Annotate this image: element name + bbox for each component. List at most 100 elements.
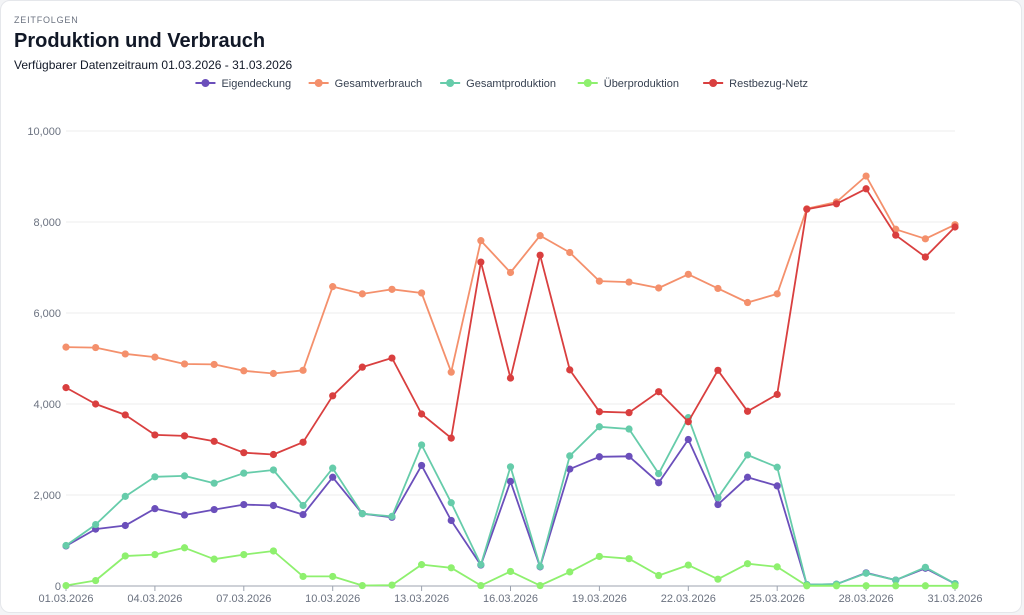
data-point-gesamtverbrauch[interactable] [655,284,663,292]
data-point-überproduktion[interactable] [240,551,248,559]
data-point-überproduktion[interactable] [299,572,307,581]
data-point-restbezug-netz[interactable] [832,200,841,208]
data-point-gesamtproduktion[interactable] [862,569,870,577]
data-point-eigendeckung[interactable] [210,505,218,514]
data-point-eigendeckung[interactable] [655,479,663,487]
data-point-gesamtverbrauch[interactable] [477,237,485,245]
data-point-restbezug-netz[interactable] [299,438,307,446]
data-point-überproduktion[interactable] [773,563,781,571]
data-point-gesamtverbrauch[interactable] [566,248,574,257]
series-line-eigendeckung[interactable] [65,438,956,586]
data-point-gesamtverbrauch[interactable] [595,277,604,285]
data-point-restbezug-netz[interactable] [151,431,159,439]
data-point-restbezug-netz[interactable] [714,366,722,374]
data-point-gesamtproduktion[interactable] [566,452,574,460]
data-point-restbezug-netz[interactable] [240,449,248,457]
data-point-restbezug-netz[interactable] [536,251,544,259]
data-point-gesamtproduktion[interactable] [447,499,455,507]
data-point-eigendeckung[interactable] [714,500,722,509]
data-point-gesamtproduktion[interactable] [506,463,515,471]
data-point-restbezug-netz[interactable] [862,185,870,193]
data-point-eigendeckung[interactable] [269,501,278,510]
data-point-restbezug-netz[interactable] [743,407,752,415]
data-point-überproduktion[interactable] [121,552,129,560]
data-point-restbezug-netz[interactable] [625,409,633,417]
data-point-restbezug-netz[interactable] [62,384,70,392]
data-point-überproduktion[interactable] [832,582,841,590]
data-point-restbezug-netz[interactable] [447,434,455,442]
data-point-gesamtproduktion[interactable] [329,464,337,472]
data-point-überproduktion[interactable] [210,555,218,563]
data-point-eigendeckung[interactable] [240,500,248,509]
legend-item[interactable]: Überproduktion [577,78,679,90]
data-point-gesamtproduktion[interactable] [921,563,929,571]
data-point-restbezug-netz[interactable] [210,437,218,445]
data-point-gesamtproduktion[interactable] [536,562,544,571]
data-point-restbezug-netz[interactable] [892,231,900,239]
data-point-gesamtproduktion[interactable] [180,472,189,480]
data-point-gesamtverbrauch[interactable] [269,369,278,378]
data-point-eigendeckung[interactable] [121,521,129,530]
data-point-restbezug-netz[interactable] [684,418,692,426]
data-point-restbezug-netz[interactable] [921,253,929,261]
data-point-gesamtverbrauch[interactable] [62,343,70,351]
data-point-gesamtproduktion[interactable] [121,492,129,500]
data-point-gesamtproduktion[interactable] [418,441,426,449]
data-point-restbezug-netz[interactable] [595,408,604,416]
data-point-gesamtverbrauch[interactable] [210,360,218,369]
data-point-restbezug-netz[interactable] [418,410,426,418]
data-point-überproduktion[interactable] [921,582,929,590]
data-point-überproduktion[interactable] [803,582,811,590]
data-point-überproduktion[interactable] [536,581,544,590]
data-point-restbezug-netz[interactable] [773,390,781,399]
data-point-überproduktion[interactable] [269,547,278,555]
legend-item[interactable]: Eigendeckung [195,78,291,90]
data-point-gesamtverbrauch[interactable] [862,172,870,180]
legend-item[interactable]: Gesamtproduktion [440,78,556,90]
data-point-gesamtverbrauch[interactable] [773,290,781,298]
data-point-restbezug-netz[interactable] [566,366,574,374]
data-point-überproduktion[interactable] [655,571,663,580]
legend-item[interactable]: Gesamtverbrauch [308,78,422,90]
data-point-eigendeckung[interactable] [743,473,752,481]
data-point-restbezug-netz[interactable] [180,432,189,440]
data-point-eigendeckung[interactable] [418,461,426,470]
data-point-gesamtproduktion[interactable] [714,494,722,502]
data-point-eigendeckung[interactable] [506,477,515,485]
data-point-gesamtproduktion[interactable] [299,501,307,510]
data-point-restbezug-netz[interactable] [506,374,515,382]
data-point-überproduktion[interactable] [477,581,485,590]
data-point-gesamtproduktion[interactable] [595,423,604,431]
data-point-restbezug-netz[interactable] [951,223,959,231]
data-point-restbezug-netz[interactable] [655,388,663,396]
data-point-überproduktion[interactable] [329,572,337,581]
data-point-restbezug-netz[interactable] [388,354,396,362]
data-point-überproduktion[interactable] [62,581,70,590]
data-point-überproduktion[interactable] [388,581,396,589]
data-point-eigendeckung[interactable] [151,505,159,513]
data-point-restbezug-netz[interactable] [329,392,337,400]
data-point-gesamtverbrauch[interactable] [299,366,307,374]
data-point-eigendeckung[interactable] [684,435,692,444]
data-point-gesamtproduktion[interactable] [625,425,633,433]
data-point-überproduktion[interactable] [566,568,574,576]
data-point-gesamtproduktion[interactable] [240,469,248,477]
data-point-gesamtproduktion[interactable] [388,512,396,520]
data-point-überproduktion[interactable] [506,567,515,576]
data-point-überproduktion[interactable] [418,561,426,569]
data-point-gesamtverbrauch[interactable] [358,290,366,298]
data-point-restbezug-netz[interactable] [92,400,100,408]
data-point-überproduktion[interactable] [892,582,900,590]
data-point-überproduktion[interactable] [743,560,752,568]
data-point-eigendeckung[interactable] [180,511,189,519]
data-point-gesamtverbrauch[interactable] [121,350,129,358]
data-point-gesamtverbrauch[interactable] [714,284,722,293]
data-point-restbezug-netz[interactable] [269,450,278,459]
data-point-eigendeckung[interactable] [566,465,574,473]
series-line-überproduktion[interactable] [65,546,955,587]
data-point-gesamtverbrauch[interactable] [180,360,189,368]
data-point-überproduktion[interactable] [625,555,633,563]
data-point-gesamtproduktion[interactable] [62,541,70,550]
data-point-eigendeckung[interactable] [595,453,604,461]
data-point-gesamtverbrauch[interactable] [418,289,426,297]
